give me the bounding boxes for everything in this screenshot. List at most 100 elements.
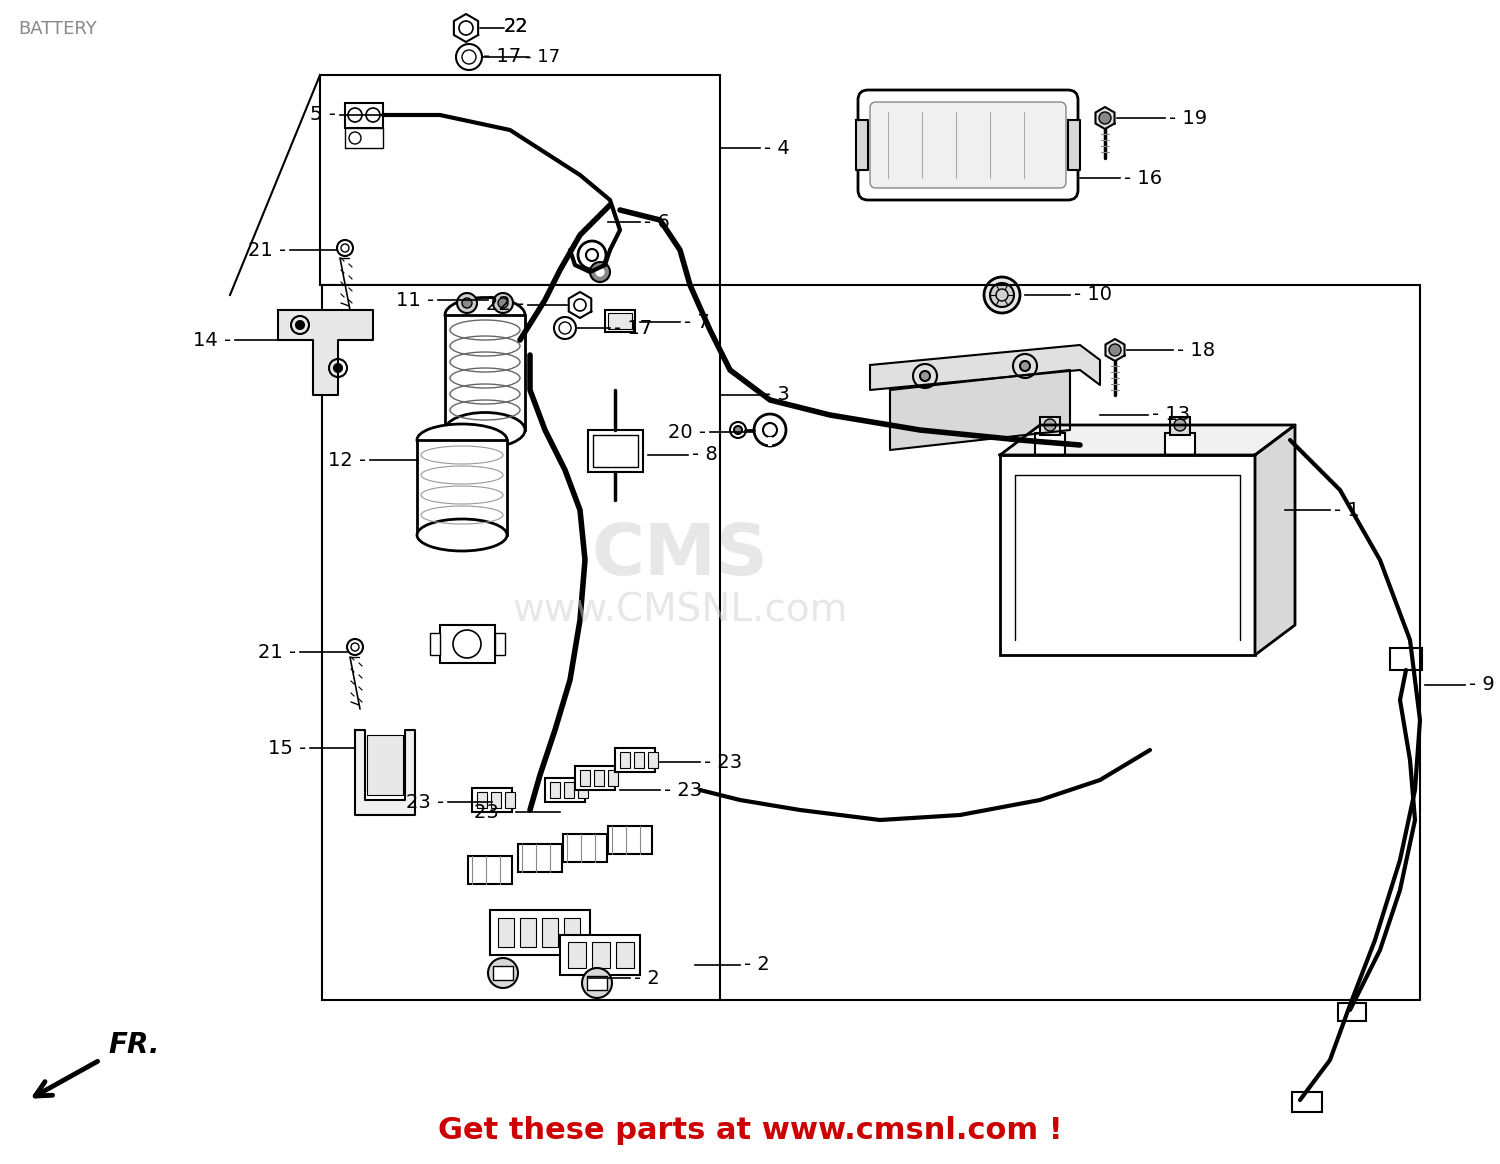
Text: - 23: - 23 xyxy=(704,752,742,772)
Text: - 18: - 18 xyxy=(1178,341,1215,360)
Text: - 8: - 8 xyxy=(692,446,717,464)
Bar xyxy=(544,778,585,802)
Text: 22: 22 xyxy=(504,16,528,35)
Polygon shape xyxy=(1000,425,1294,455)
Bar xyxy=(1035,433,1065,455)
Bar xyxy=(604,310,634,332)
Text: - 2: - 2 xyxy=(634,968,660,987)
Text: CMS: CMS xyxy=(591,520,768,589)
Bar xyxy=(620,752,630,768)
Bar xyxy=(322,285,720,1000)
Bar xyxy=(498,918,514,947)
Bar xyxy=(490,792,501,808)
Text: - 13: - 13 xyxy=(1152,405,1190,425)
Circle shape xyxy=(734,426,742,434)
Bar xyxy=(494,966,513,980)
Bar xyxy=(345,102,382,128)
Circle shape xyxy=(334,364,342,372)
Text: 5 -: 5 - xyxy=(310,106,336,125)
Bar xyxy=(568,942,586,968)
Bar xyxy=(550,782,560,799)
Bar xyxy=(1040,417,1060,435)
Circle shape xyxy=(1174,419,1186,431)
Text: - 4: - 4 xyxy=(764,139,789,157)
Bar xyxy=(560,935,640,975)
Polygon shape xyxy=(768,436,772,446)
Bar xyxy=(562,833,608,863)
Text: 21 -: 21 - xyxy=(258,643,296,661)
Text: 15 -: 15 - xyxy=(267,738,306,758)
Bar xyxy=(320,74,720,285)
Text: FR.: FR. xyxy=(108,1031,159,1059)
Polygon shape xyxy=(856,120,868,170)
Text: www.CMSNL.com: www.CMSNL.com xyxy=(513,591,847,629)
Circle shape xyxy=(458,293,477,313)
Bar xyxy=(588,430,644,471)
Text: - 19: - 19 xyxy=(1168,108,1208,128)
Text: 23 -: 23 - xyxy=(474,802,512,822)
Bar xyxy=(592,942,610,968)
Polygon shape xyxy=(1106,339,1125,361)
Bar xyxy=(578,782,588,799)
Text: - 7: - 7 xyxy=(684,312,709,332)
FancyBboxPatch shape xyxy=(870,102,1066,189)
Polygon shape xyxy=(568,292,591,318)
Text: 21 -: 21 - xyxy=(248,241,286,260)
Bar xyxy=(615,748,656,772)
Bar xyxy=(417,440,507,535)
Bar xyxy=(648,752,658,768)
Text: - 2: - 2 xyxy=(744,956,770,974)
Bar xyxy=(1292,1092,1322,1112)
Text: 11 -: 11 - xyxy=(396,291,433,310)
Text: - 3: - 3 xyxy=(764,385,789,405)
Text: BATTERY: BATTERY xyxy=(18,20,96,38)
Text: - 17: - 17 xyxy=(614,319,652,338)
Bar xyxy=(477,792,488,808)
Bar xyxy=(1338,1003,1366,1021)
Circle shape xyxy=(984,277,1020,313)
Circle shape xyxy=(1044,419,1056,431)
Bar xyxy=(608,771,618,786)
Ellipse shape xyxy=(417,424,507,456)
Text: Get these parts at www.cmsnl.com !: Get these parts at www.cmsnl.com ! xyxy=(438,1116,1062,1145)
Polygon shape xyxy=(278,310,374,395)
Circle shape xyxy=(582,968,612,998)
Bar xyxy=(518,844,562,872)
Bar xyxy=(520,918,536,947)
Bar xyxy=(440,625,495,663)
Circle shape xyxy=(1108,345,1120,356)
Text: - 17: - 17 xyxy=(525,48,560,66)
Polygon shape xyxy=(1068,120,1080,170)
Text: - 10: - 10 xyxy=(1074,285,1112,305)
Text: - 16: - 16 xyxy=(1124,169,1162,187)
Bar xyxy=(368,734,404,795)
Circle shape xyxy=(1020,361,1031,371)
Bar xyxy=(345,128,382,148)
Circle shape xyxy=(1100,112,1112,125)
Circle shape xyxy=(494,293,513,313)
Bar xyxy=(490,910,590,954)
Polygon shape xyxy=(1095,107,1114,129)
Bar xyxy=(564,918,580,947)
Bar xyxy=(1170,417,1190,435)
Circle shape xyxy=(498,298,508,308)
Circle shape xyxy=(296,321,304,329)
Bar xyxy=(592,435,638,467)
Text: - 1: - 1 xyxy=(1334,501,1359,519)
Ellipse shape xyxy=(446,298,525,333)
Circle shape xyxy=(462,298,472,308)
Bar xyxy=(446,315,525,430)
Bar xyxy=(580,771,590,786)
Bar xyxy=(1166,433,1196,455)
Bar xyxy=(430,633,439,655)
Text: - 23: - 23 xyxy=(664,781,702,800)
Circle shape xyxy=(488,958,518,988)
Bar xyxy=(472,788,512,812)
Circle shape xyxy=(596,268,604,276)
Circle shape xyxy=(920,371,930,381)
Bar xyxy=(608,826,652,854)
Text: 12 -: 12 - xyxy=(328,450,366,469)
Text: 22: 22 xyxy=(504,16,528,35)
Bar xyxy=(468,856,512,883)
Polygon shape xyxy=(1256,425,1294,655)
